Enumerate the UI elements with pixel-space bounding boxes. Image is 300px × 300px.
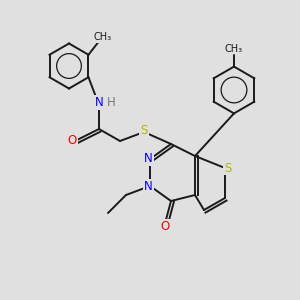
Text: CH₃: CH₃ [94, 32, 112, 42]
Text: O: O [160, 220, 169, 233]
Text: H: H [107, 96, 116, 109]
Text: S: S [140, 124, 148, 137]
Text: N: N [94, 96, 103, 109]
Text: CH₃: CH₃ [225, 44, 243, 54]
Text: O: O [68, 134, 76, 148]
Text: N: N [144, 179, 153, 193]
Text: S: S [224, 161, 232, 175]
Text: N: N [144, 152, 153, 166]
